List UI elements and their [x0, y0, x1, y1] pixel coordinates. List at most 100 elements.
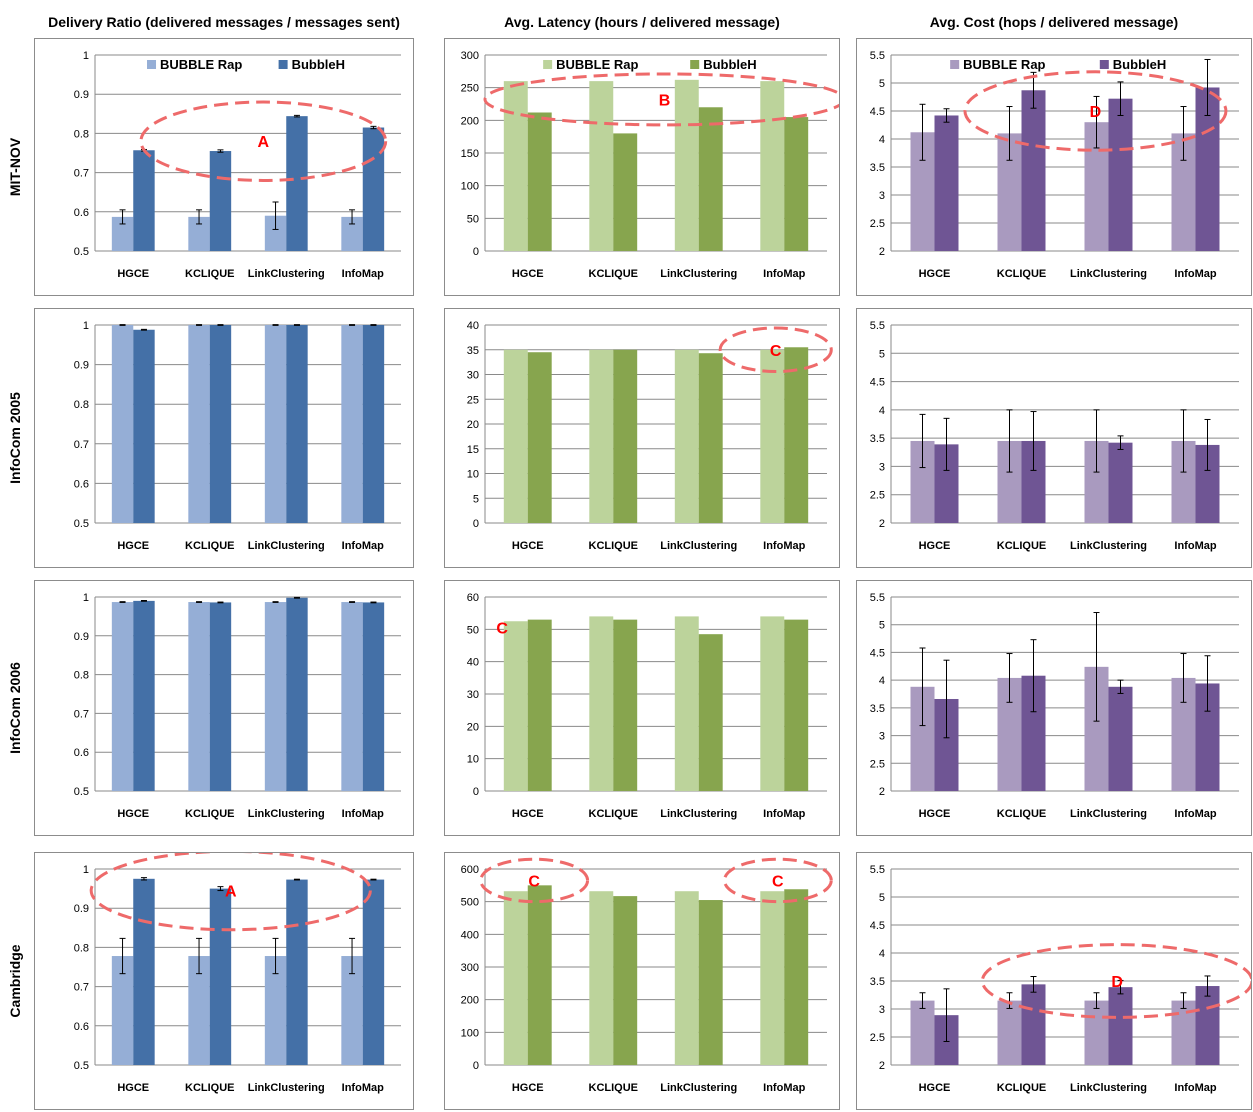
- y-tick-label: 35: [467, 345, 479, 357]
- annotation-ellipse: [479, 857, 590, 904]
- bar-bubbleh: [613, 133, 638, 251]
- bar-bubble-rap: [503, 81, 528, 251]
- y-tick-label: 0.5: [74, 1060, 89, 1072]
- y-tick-label: 4: [879, 405, 885, 417]
- bar-bubble-rap: [503, 891, 528, 1065]
- x-category-label: InfoMap: [763, 1082, 805, 1094]
- bar-bubbleh: [527, 112, 552, 251]
- x-category-label: HGCE: [919, 540, 951, 552]
- x-category-label: KCLIQUE: [997, 540, 1047, 552]
- y-tick-label: 3: [879, 731, 885, 743]
- annotation-label: B: [659, 92, 671, 109]
- bar-bubble-rap: [111, 956, 134, 1065]
- y-tick-label: 50: [467, 213, 479, 225]
- y-tick-label: 4: [879, 675, 885, 687]
- chart-cambridge-delivery-ratio: 0.5 0.6 0.7 0.8 0.9 1 HGCE KCLIQUE LinkClusterin…: [34, 852, 414, 1110]
- bar-bubble-rap: [188, 956, 210, 1065]
- bar-bubbleh: [362, 879, 385, 1065]
- annotation-label: C: [770, 343, 782, 360]
- y-tick-label: 40: [467, 320, 479, 332]
- y-tick-label: 0.9: [74, 631, 89, 643]
- y-tick-label: 60: [467, 592, 479, 604]
- x-category-label: HGCE: [117, 268, 149, 280]
- chart-svg: 2 2.5 3 3.5 4 4.5 5 5.5 HGCE KCLIQUE LinkClusterin…: [870, 50, 1239, 280]
- y-tick-label: 2.5: [870, 490, 885, 502]
- chart-svg: 0 10 20 30 40 50 60 HGCE KCLIQUE LinkClustering In…: [467, 592, 827, 820]
- y-tick-label: 0.6: [74, 207, 89, 219]
- y-tick-label: 2: [879, 246, 885, 258]
- y-tick-label: 1: [83, 592, 89, 604]
- chart-svg: 2 2.5 3 3.5 4 4.5 5 5.5 HGCE KCLIQUE LinkClusterin…: [870, 592, 1239, 820]
- y-tick-label: 40: [467, 657, 479, 669]
- y-tick-label: 4.5: [870, 106, 885, 118]
- y-tick-label: 100: [461, 1027, 479, 1039]
- y-tick-label: 10: [467, 469, 479, 481]
- bar-bubbleh: [1021, 984, 1046, 1065]
- x-category-label: KCLIQUE: [185, 1082, 235, 1094]
- bar-bubbleh: [209, 602, 232, 791]
- y-tick-label: 3: [879, 190, 885, 202]
- bar-bubble-rap: [341, 956, 363, 1065]
- bar-bubbleh: [1108, 98, 1133, 252]
- bar-bubble-rap: [1084, 1000, 1109, 1065]
- y-tick-label: 4.5: [870, 377, 885, 389]
- x-category-label: InfoMap: [342, 1082, 384, 1094]
- chart-svg: 0.5 0.6 0.7 0.8 0.9 1 HGCE KCLIQUE LinkClusterin…: [74, 592, 401, 820]
- legend-label: BUBBLE Rap: [963, 57, 1045, 72]
- chart-svg: 0.5 0.6 0.7 0.8 0.9 1 HGCE KCLIQUE LinkClusterin…: [74, 853, 401, 1094]
- y-tick-label: 5: [879, 78, 885, 90]
- bar-bubble-rap: [503, 621, 528, 791]
- x-category-label: LinkClustering: [1070, 808, 1147, 820]
- bar-bubble-rap: [188, 216, 210, 251]
- bar-bubble-rap: [341, 216, 363, 251]
- bar-bubbleh: [362, 602, 385, 791]
- x-category-label: InfoMap: [1174, 808, 1216, 820]
- y-tick-label: 300: [461, 962, 479, 974]
- bar-bubble-rap: [341, 602, 363, 791]
- y-tick-label: 3.5: [870, 162, 885, 174]
- bar-bubble-rap: [674, 891, 699, 1065]
- chart-infocom2005-delivery-ratio: 0.5 0.6 0.7 0.8 0.9 1 HGCE KCLIQUE LinkClusterin…: [34, 308, 414, 568]
- bar-bubble-rap: [910, 1000, 935, 1065]
- bar-bubbleh: [784, 347, 809, 523]
- bar-bubbleh: [784, 117, 809, 251]
- y-tick-label: 0.8: [74, 128, 89, 140]
- y-tick-label: 0.6: [74, 1021, 89, 1033]
- y-tick-label: 2: [879, 1060, 885, 1072]
- y-tick-label: 5.5: [870, 320, 885, 332]
- chart-infocom2005-latency: 0 5 10 15 20 25 30 35 40 HGCE KCLIQUE LinkClusterin…: [444, 308, 840, 568]
- y-tick-label: 2.5: [870, 1032, 885, 1044]
- x-category-label: KCLIQUE: [997, 1082, 1047, 1094]
- bar-bubbleh: [698, 353, 723, 523]
- y-tick-label: 3.5: [870, 433, 885, 445]
- x-category-label: KCLIQUE: [589, 268, 639, 280]
- y-tick-label: 0.8: [74, 670, 89, 682]
- row-label-infocom-2005: InfoCom 2005: [7, 392, 23, 484]
- y-tick-label: 0.5: [74, 518, 89, 530]
- x-category-label: InfoMap: [342, 268, 384, 280]
- annotation-label: D: [1111, 974, 1123, 991]
- y-tick-label: 50: [467, 624, 479, 636]
- x-category-label: InfoMap: [342, 808, 384, 820]
- x-category-label: InfoMap: [763, 808, 805, 820]
- chart-infocom2006-cost: 2 2.5 3 3.5 4 4.5 5 5.5 HGCE KCLIQUE LinkClusterin…: [856, 580, 1252, 836]
- y-tick-label: 0.6: [74, 478, 89, 490]
- bar-bubble-rap: [589, 616, 614, 791]
- y-tick-label: 100: [461, 181, 479, 193]
- y-tick-label: 3: [879, 461, 885, 473]
- legend-swatch: [1099, 60, 1109, 69]
- y-tick-label: 5.5: [870, 592, 885, 604]
- bar-bubbleh: [133, 329, 155, 523]
- legend-swatch: [690, 60, 700, 69]
- y-tick-label: 1: [83, 50, 89, 62]
- bar-bubbleh: [784, 619, 809, 791]
- y-tick-label: 30: [467, 370, 479, 382]
- y-tick-label: 4: [879, 134, 885, 146]
- y-tick-label: 0.9: [74, 360, 89, 372]
- x-category-label: KCLIQUE: [589, 540, 639, 552]
- y-tick-label: 500: [461, 897, 479, 909]
- bar-bubble-rap: [674, 616, 699, 791]
- legend-label: BubbleH: [703, 57, 756, 72]
- y-tick-label: 20: [467, 721, 479, 733]
- y-tick-label: 600: [461, 864, 479, 876]
